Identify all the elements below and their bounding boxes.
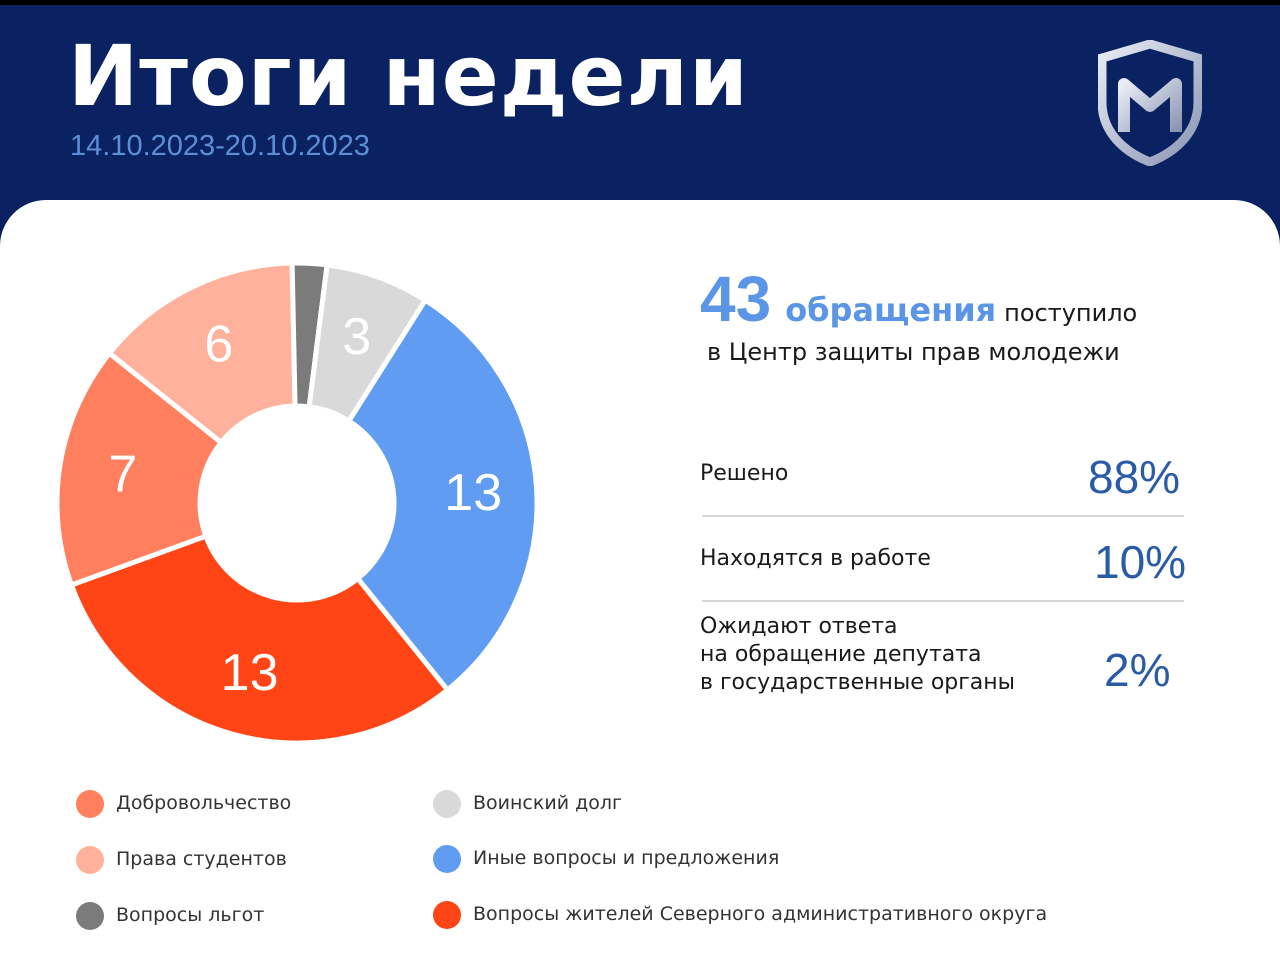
donut-slice <box>345 296 540 694</box>
legend-swatch <box>76 790 104 818</box>
header-banner <box>0 5 1280 220</box>
donut-value-label: 7 <box>108 445 137 503</box>
page-title: Итоги недели <box>68 27 749 125</box>
stat-label: Ожидают ответа на обращение депутата в г… <box>700 614 1016 695</box>
total-rest: поступило <box>1004 299 1138 327</box>
donut-value-label: 13 <box>444 464 502 522</box>
legend-swatch <box>433 845 461 873</box>
donut-slice <box>68 532 452 746</box>
stat-label: Находятся в работе <box>700 546 931 571</box>
donut-slice <box>105 260 298 446</box>
date-range: 14.10.2023-20.10.2023 <box>70 130 370 162</box>
divider <box>702 515 1184 517</box>
legend-label: Вопросы льгот <box>116 904 265 926</box>
stat-row-awaiting: Ожидают ответа на обращение депутата в г… <box>700 613 1184 703</box>
divider <box>702 600 1184 602</box>
total-count: 43 <box>700 263 772 335</box>
legend-swatch <box>76 902 104 930</box>
donut-value-label: 1 <box>297 245 326 254</box>
donut-value-label: 6 <box>204 316 233 374</box>
summary-headline: 43 обращения поступило <box>700 262 1260 336</box>
legend-label: Вопросы жителей Северного административн… <box>473 903 1048 925</box>
stat-label: Решено <box>700 461 789 486</box>
stat-row-in-progress: Находятся в работе 10% <box>700 535 1186 588</box>
top-strip <box>0 0 1280 5</box>
stat-value: 10% <box>1094 536 1187 588</box>
legend-label: Иные вопросы и предложения <box>473 847 780 869</box>
stat-row-solved: Решено 88% <box>700 450 1184 503</box>
donut-chart: 76131313 <box>54 245 540 746</box>
legend-label: Права студентов <box>116 848 287 870</box>
stat-value: 88% <box>1088 451 1181 503</box>
legend-swatch <box>76 846 104 874</box>
shield-logo-icon <box>1098 40 1202 166</box>
donut-value-label: 13 <box>221 644 279 702</box>
summary-subline: в Центр защиты прав молодежи <box>707 338 1120 366</box>
legend-swatch <box>433 901 461 929</box>
donut-value-label: 3 <box>342 308 371 366</box>
legend-label: Воинский долг <box>473 792 622 814</box>
total-word: обращения <box>785 291 997 329</box>
stat-value: 2% <box>1104 644 1171 696</box>
legend-label: Добровольчество <box>116 792 292 814</box>
legend-swatch <box>433 790 461 818</box>
